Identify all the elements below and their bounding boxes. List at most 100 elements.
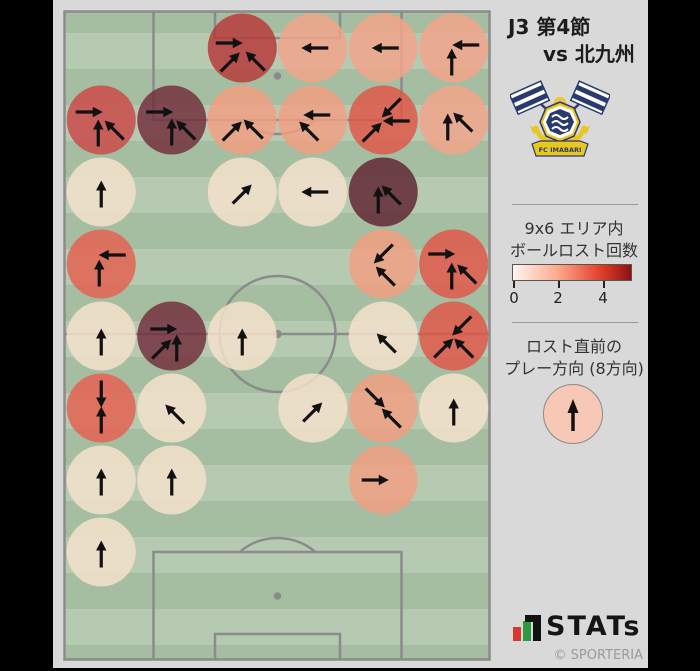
direction-arrow-up-right <box>231 121 242 133</box>
direction-arrow-up-left <box>457 264 468 276</box>
goal-area-bottom <box>213 632 342 660</box>
direction-arrow-right <box>232 37 243 49</box>
loss-cell-r3c4 <box>278 157 348 227</box>
loss-count-circle <box>66 85 136 155</box>
direction-arrow-up <box>94 259 105 270</box>
direction-arrow-up <box>446 48 457 59</box>
colorbar-label-2: 2 <box>553 289 563 307</box>
loss-cell-r1c6 <box>419 13 489 83</box>
direction-arrow-up <box>448 398 459 409</box>
direction-arrow-left <box>301 42 312 54</box>
direction-arrow-up <box>96 406 107 417</box>
direction-arrow-up-left <box>375 266 387 278</box>
direction-arrow-up-left <box>165 404 176 416</box>
loss-cell-r6c2 <box>137 373 207 443</box>
direction-arrow-up-left <box>243 119 255 131</box>
loss-cell-r2c1 <box>66 85 136 155</box>
direction-arrow-up-left <box>386 189 402 206</box>
count-legend-title: 9x6 エリア内 ボールロスト回数 <box>500 218 648 262</box>
direction-arrow-down-left <box>378 243 394 260</box>
direction-arrow-up-right <box>241 184 252 196</box>
loss-cell-r4c1 <box>66 229 136 299</box>
direction-arrow-down-left <box>381 106 393 118</box>
loss-cell-r1c3 <box>207 13 277 83</box>
direction-arrow-up <box>96 468 107 479</box>
colorbar-tick-2 <box>558 281 560 288</box>
direction-arrow-up-right <box>231 188 248 205</box>
direction-arrow-up <box>373 186 384 197</box>
direction-arrow-up-right <box>442 338 454 350</box>
stats-card: J3 第4節 vs 北九州 <box>53 0 648 668</box>
direction-arrow-right <box>167 323 178 335</box>
loss-count-circle <box>207 13 277 83</box>
pitch-heatmap <box>63 10 491 661</box>
loss-cell-r5c2 <box>137 301 207 371</box>
direction-arrow-left <box>301 186 312 198</box>
loss-cell-r1c5 <box>348 13 418 83</box>
colorbar-tick-4 <box>603 281 605 288</box>
colorbar-label-0: 0 <box>509 289 519 307</box>
direction-arrow-right <box>378 474 389 486</box>
direction-arrow-up <box>171 334 182 345</box>
direction-arrow-up-left <box>109 124 125 141</box>
direction-arrow-up-left <box>180 124 197 141</box>
direction-arrow-up-left <box>176 120 187 132</box>
direction-arrow-up-left <box>245 51 257 63</box>
direction-arrow-down-left <box>373 252 385 264</box>
direction-legend-line2: プレー方向 (8方向) <box>504 359 644 378</box>
direction-arrow-up-left <box>386 412 402 429</box>
direction-arrow-up <box>96 180 107 191</box>
loss-cell-r2c2 <box>137 85 207 155</box>
match-title-line1: J3 第4節 <box>508 15 591 39</box>
loss-cell-r3c5 <box>348 157 418 227</box>
count-colorbar <box>512 264 632 281</box>
loss-cell-r4c6 <box>419 229 489 299</box>
direction-arrow-up-left <box>381 185 393 197</box>
loss-cell-r5c3 <box>207 301 277 371</box>
loss-cell-r7c5 <box>348 445 418 515</box>
direction-arrow-down-left <box>452 324 463 336</box>
loss-cell-r5c5 <box>348 301 418 371</box>
penalty-arc-bottom <box>238 536 317 553</box>
loss-cell-r7c2 <box>137 445 207 515</box>
penalty-spot-bottom <box>273 592 282 600</box>
pitch-boundary <box>63 10 491 661</box>
loss-count-circle <box>137 301 207 371</box>
direction-arrow-up-right <box>433 342 449 359</box>
direction-arrow-up-right <box>302 406 318 423</box>
loss-cell-r2c5 <box>348 85 418 155</box>
loss-count-circle <box>419 85 489 155</box>
club-badge-icon: FC IMABARI <box>508 80 612 157</box>
loss-cells-layer <box>66 13 489 587</box>
goal-area-top <box>213 11 342 40</box>
badge-club-name: FC IMABARI <box>539 146 582 154</box>
direction-arrow-up-right <box>219 56 236 73</box>
loss-cell-r3c3 <box>207 157 277 227</box>
loss-cell-r6c4 <box>278 373 348 443</box>
direction-arrow-down-right <box>374 396 385 408</box>
loss-cell-r3c1 <box>66 157 136 227</box>
direction-arrow-up-right <box>229 52 240 64</box>
penalty-area-bottom <box>152 550 403 660</box>
direction-arrow-down <box>96 397 107 408</box>
stats-logo-icon <box>513 615 541 641</box>
loss-cell-r6c5 <box>348 373 418 443</box>
direction-arrow-up-left <box>376 333 388 345</box>
direction-arrow-up-left <box>299 121 310 133</box>
loss-cell-r5c6 <box>419 301 489 371</box>
loss-count-circle <box>348 229 418 299</box>
penalty-spot-top <box>273 72 282 80</box>
loss-cell-r1c4 <box>278 13 348 83</box>
club-badge: FC IMABARI <box>508 78 612 168</box>
direction-arrow-right <box>92 106 103 118</box>
direction-arrow-up <box>166 118 177 129</box>
direction-arrow-up-right <box>160 339 172 351</box>
direction-arrow-up-left <box>169 408 186 425</box>
direction-sample-arrow <box>567 399 579 431</box>
colorbar-tick-0 <box>513 281 515 288</box>
loss-count-circle <box>278 373 348 443</box>
loss-count-circle <box>419 13 489 83</box>
direction-arrow-right <box>163 106 174 118</box>
copyright-text: © SPORTERIA <box>553 648 643 663</box>
